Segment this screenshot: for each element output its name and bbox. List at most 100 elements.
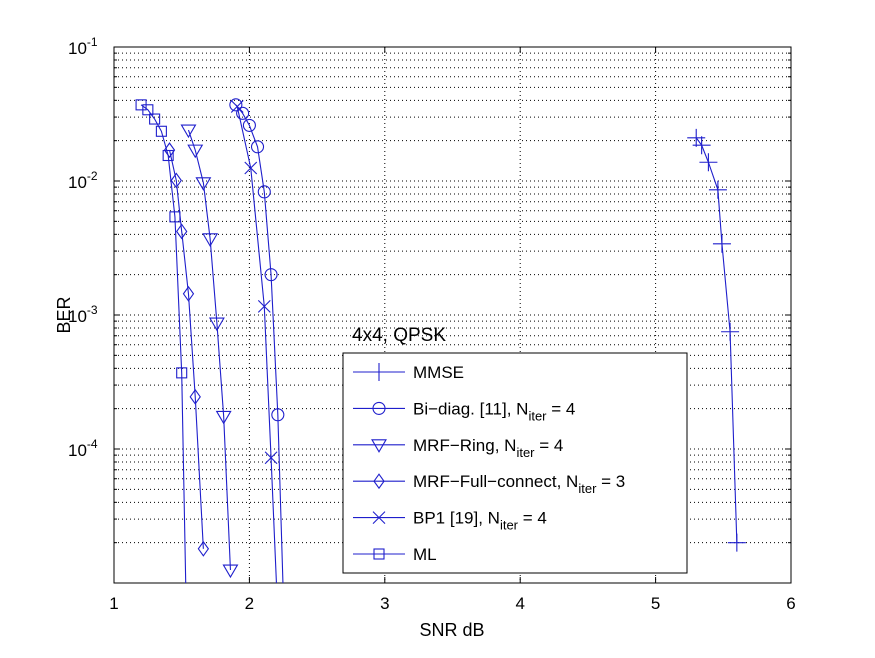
series-line <box>187 129 231 571</box>
data-point-triangle <box>195 177 212 191</box>
series-line <box>235 104 284 583</box>
series-group <box>135 98 746 583</box>
legend-label-part: = 4 <box>518 509 547 528</box>
legend-marker-x <box>372 511 386 524</box>
y-tick-exponent: -4 <box>87 437 98 451</box>
series-square <box>135 99 188 583</box>
data-point-plus <box>708 180 727 199</box>
y-tick-base: 10 <box>68 173 87 192</box>
y-axis-label: BER <box>54 296 74 333</box>
legend-marker-triangle <box>371 439 387 453</box>
data-point-triangle <box>215 410 232 425</box>
y-tick-label: 10-2 <box>68 169 98 192</box>
y-tick-exponent: -1 <box>87 35 98 49</box>
legend-item: MRF−Full−connect, Niter = 3 <box>353 472 625 496</box>
y-tick-base: 10 <box>68 39 87 58</box>
data-point-plus <box>692 136 711 155</box>
series-plus <box>687 128 746 552</box>
data-point-square <box>176 367 188 379</box>
legend-item: MMSE <box>353 363 464 382</box>
legend-label-part: ML <box>413 545 437 564</box>
y-tick-exponent: -3 <box>87 303 98 317</box>
data-point-plus <box>687 128 706 147</box>
data-point-plus <box>699 153 718 172</box>
legend-item: MRF−Ring, Niter = 4 <box>353 436 563 460</box>
x-tick-label: 5 <box>651 594 660 613</box>
legend-label-subscript: iter <box>500 518 519 533</box>
y-tick-label: 10-3 <box>68 303 98 326</box>
data-point-circle <box>257 185 271 199</box>
data-point-square <box>155 125 167 137</box>
data-point-circle <box>271 408 285 422</box>
x-tick-label: 2 <box>245 594 254 613</box>
data-point-diamond <box>170 172 182 189</box>
data-point-x <box>257 299 271 313</box>
legend-label: MRF−Ring, Niter = 4 <box>413 436 563 460</box>
legend-label: MRF−Full−connect, Niter = 3 <box>413 472 625 496</box>
y-tick-base: 10 <box>68 441 87 460</box>
x-axis-label: SNR dB <box>419 620 484 640</box>
x-tick-label: 6 <box>786 594 795 613</box>
series-triangle <box>180 124 239 579</box>
legend-marker-circle <box>372 401 386 415</box>
data-point-x <box>230 100 244 113</box>
legend-marker-plus <box>370 363 388 381</box>
legend-label-part: MRF−Ring, N <box>413 436 516 455</box>
legend-label: ML <box>413 545 437 564</box>
data-point-square <box>162 149 174 162</box>
legend-box <box>342 352 688 574</box>
data-point-triangle <box>222 564 239 579</box>
legend-label-part: = 3 <box>596 472 625 491</box>
legend-item: ML <box>353 545 437 564</box>
grid <box>114 47 791 583</box>
data-point-triangle <box>202 233 219 247</box>
legend-label-part: = 4 <box>547 399 576 418</box>
legend-label-part: BP1 [19], N <box>413 509 500 528</box>
series-x <box>230 100 278 583</box>
legend-item: Bi−diag. [11], Niter = 4 <box>353 399 575 423</box>
chart-annotation: 4x4, QPSK <box>352 325 446 346</box>
legend-label-subscript: iter <box>578 481 597 496</box>
data-point-diamond <box>176 223 188 240</box>
data-point-circle <box>250 140 265 154</box>
legend-item: BP1 [19], Niter = 4 <box>353 509 547 533</box>
data-point-circle <box>236 106 250 120</box>
x-tick-label: 4 <box>515 594 524 613</box>
x-tick-label: 3 <box>380 594 389 613</box>
series-circle <box>229 98 285 583</box>
data-point-diamond <box>189 388 201 405</box>
y-tick-label: 10-1 <box>68 35 98 58</box>
legend-label: BP1 [19], Niter = 4 <box>413 509 547 533</box>
data-point-triangle <box>180 124 197 139</box>
legend-label-subscript: iter <box>528 408 547 423</box>
data-point-triangle <box>187 144 204 159</box>
y-tick-base: 10 <box>68 307 87 326</box>
data-point-diamond <box>197 540 210 557</box>
data-point-diamond <box>182 285 195 302</box>
data-point-circle <box>264 268 278 282</box>
data-point-x <box>264 451 278 465</box>
legend-label-part: MMSE <box>413 363 464 382</box>
legend-marker-diamond <box>373 473 385 490</box>
data-point-circle <box>242 118 256 132</box>
data-point-x <box>244 161 258 175</box>
data-point-square <box>169 211 181 223</box>
legend-label-part: Bi−diag. [11], N <box>413 399 528 418</box>
data-point-plus <box>721 322 740 341</box>
series-line <box>140 104 187 583</box>
data-point-square <box>142 104 154 116</box>
data-point-plus <box>712 234 731 253</box>
y-tick-label: 10-4 <box>68 437 98 460</box>
legend-label: Bi−diag. [11], Niter = 4 <box>413 399 575 423</box>
data-point-triangle <box>208 317 225 332</box>
data-point-square <box>149 113 161 125</box>
legend-label-part: = 4 <box>535 436 564 455</box>
data-point-plus <box>727 533 746 552</box>
data-point-circle <box>229 98 243 112</box>
legend-label-subscript: iter <box>516 445 535 460</box>
y-tick-exponent: -2 <box>87 169 98 183</box>
legend-marker-square <box>373 548 385 560</box>
legend-label-part: MRF−Full−connect, N <box>413 472 578 491</box>
